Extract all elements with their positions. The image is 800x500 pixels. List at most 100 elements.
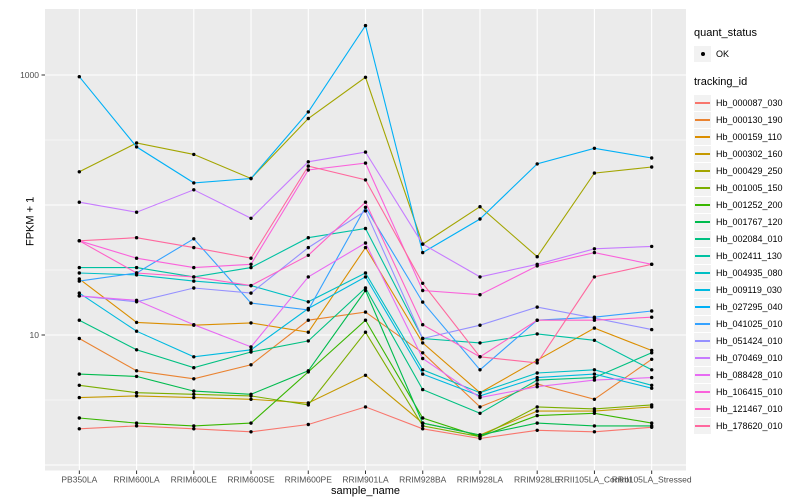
legend-swatch-line	[695, 169, 710, 172]
legend-label: Hb_000302_160	[716, 148, 783, 159]
data-point	[77, 75, 82, 79]
legend-item-Hb_106415_010: Hb_106415_010	[694, 383, 800, 400]
legend-title-quant-status: quant_status	[694, 27, 757, 39]
legend-swatch-line	[695, 271, 710, 274]
x-tick-label: PB350LA	[61, 475, 97, 485]
data-point	[249, 397, 253, 401]
legend-key-icon	[694, 332, 711, 349]
x-tick-label: RRIM901LA	[342, 475, 389, 485]
data-point	[535, 264, 539, 268]
data-point	[592, 247, 597, 251]
legend-key-icon	[694, 145, 711, 162]
legend-swatch-line	[695, 373, 710, 376]
data-point	[421, 424, 425, 428]
data-point	[650, 368, 654, 372]
data-point	[192, 181, 196, 185]
data-point	[421, 323, 425, 327]
data-point	[134, 271, 139, 275]
data-point	[421, 356, 425, 361]
data-point	[650, 383, 654, 387]
data-point	[134, 394, 139, 398]
data-point	[306, 339, 310, 343]
legend-swatch-line	[695, 135, 710, 138]
data-point	[306, 318, 310, 322]
data-point	[421, 421, 425, 425]
data-point	[77, 318, 82, 322]
legend-key-icon	[694, 315, 711, 332]
legend-swatch-line	[695, 356, 710, 359]
data-point	[306, 168, 310, 172]
legend-swatch-line	[695, 424, 710, 427]
data-point	[363, 330, 368, 334]
legend-key-icon	[694, 264, 711, 281]
data-point	[478, 323, 482, 327]
x-tick-label: RRIM600LE	[171, 475, 218, 485]
legend-key-icon	[694, 162, 711, 179]
data-point	[134, 329, 139, 333]
data-point	[192, 265, 196, 270]
data-point	[535, 428, 539, 432]
data-point	[592, 424, 597, 428]
legend-label: Hb_000159_110	[716, 131, 782, 142]
legend-swatch-line	[695, 390, 710, 393]
data-point	[192, 366, 196, 370]
legend-key-icon	[694, 247, 711, 264]
x-tick-label: RRII105LA_Stressed	[612, 475, 692, 485]
legend-swatch-line	[695, 118, 710, 121]
data-point	[650, 156, 654, 160]
legend-label: Hb_178620_010	[716, 420, 783, 431]
data-point	[134, 424, 139, 428]
data-point	[535, 385, 539, 389]
x-tick-label: RRIM928LA	[457, 475, 504, 485]
data-point	[478, 391, 482, 395]
x-tick-label: RRIM600SE	[227, 475, 275, 485]
data-point	[478, 411, 482, 415]
data-point	[192, 392, 196, 396]
data-point	[249, 265, 253, 270]
data-point	[363, 209, 368, 213]
data-point	[535, 318, 539, 322]
data-point	[650, 165, 654, 169]
legend-key-icon	[694, 400, 711, 417]
legend-label: Hb_070469_010	[716, 352, 783, 363]
data-point	[77, 279, 82, 283]
data-point	[134, 236, 139, 240]
data-point	[306, 422, 310, 427]
data-point	[249, 421, 253, 425]
legend-label: Hb_000087_030	[716, 97, 783, 108]
data-point	[77, 416, 82, 420]
data-point	[592, 318, 597, 322]
data-point	[535, 305, 539, 309]
data-point	[134, 298, 139, 302]
data-point	[363, 178, 368, 182]
data-point	[77, 294, 82, 298]
legend-item-Hb_009119_030: Hb_009119_030	[694, 281, 800, 298]
data-point	[249, 348, 253, 352]
legend-label: Hb_002411_130	[716, 250, 782, 261]
legend-item-Hb_051424_010: Hb_051424_010	[694, 332, 800, 349]
data-point	[421, 368, 425, 372]
legend-item-Hb_041025_010: Hb_041025_010	[694, 315, 800, 332]
data-point	[306, 253, 310, 257]
data-point	[535, 405, 539, 409]
data-point	[650, 351, 654, 355]
data-point	[306, 308, 310, 312]
data-point	[363, 245, 368, 250]
legend-label: Hb_088428_010	[716, 369, 783, 380]
data-point	[363, 200, 368, 204]
data-point	[134, 421, 139, 425]
legend-swatch-line	[695, 203, 710, 206]
data-point	[650, 309, 654, 313]
data-point	[650, 403, 654, 407]
legend-item-Hb_121467_010: Hb_121467_010	[694, 400, 800, 417]
data-point	[77, 271, 82, 275]
data-point	[134, 374, 139, 379]
data-point	[306, 275, 310, 279]
data-point	[192, 286, 196, 290]
legend-label: Hb_051424_010	[716, 335, 783, 346]
data-point	[77, 170, 82, 174]
data-point	[306, 245, 310, 250]
data-point	[249, 392, 253, 396]
legend-key-ok	[694, 45, 711, 62]
